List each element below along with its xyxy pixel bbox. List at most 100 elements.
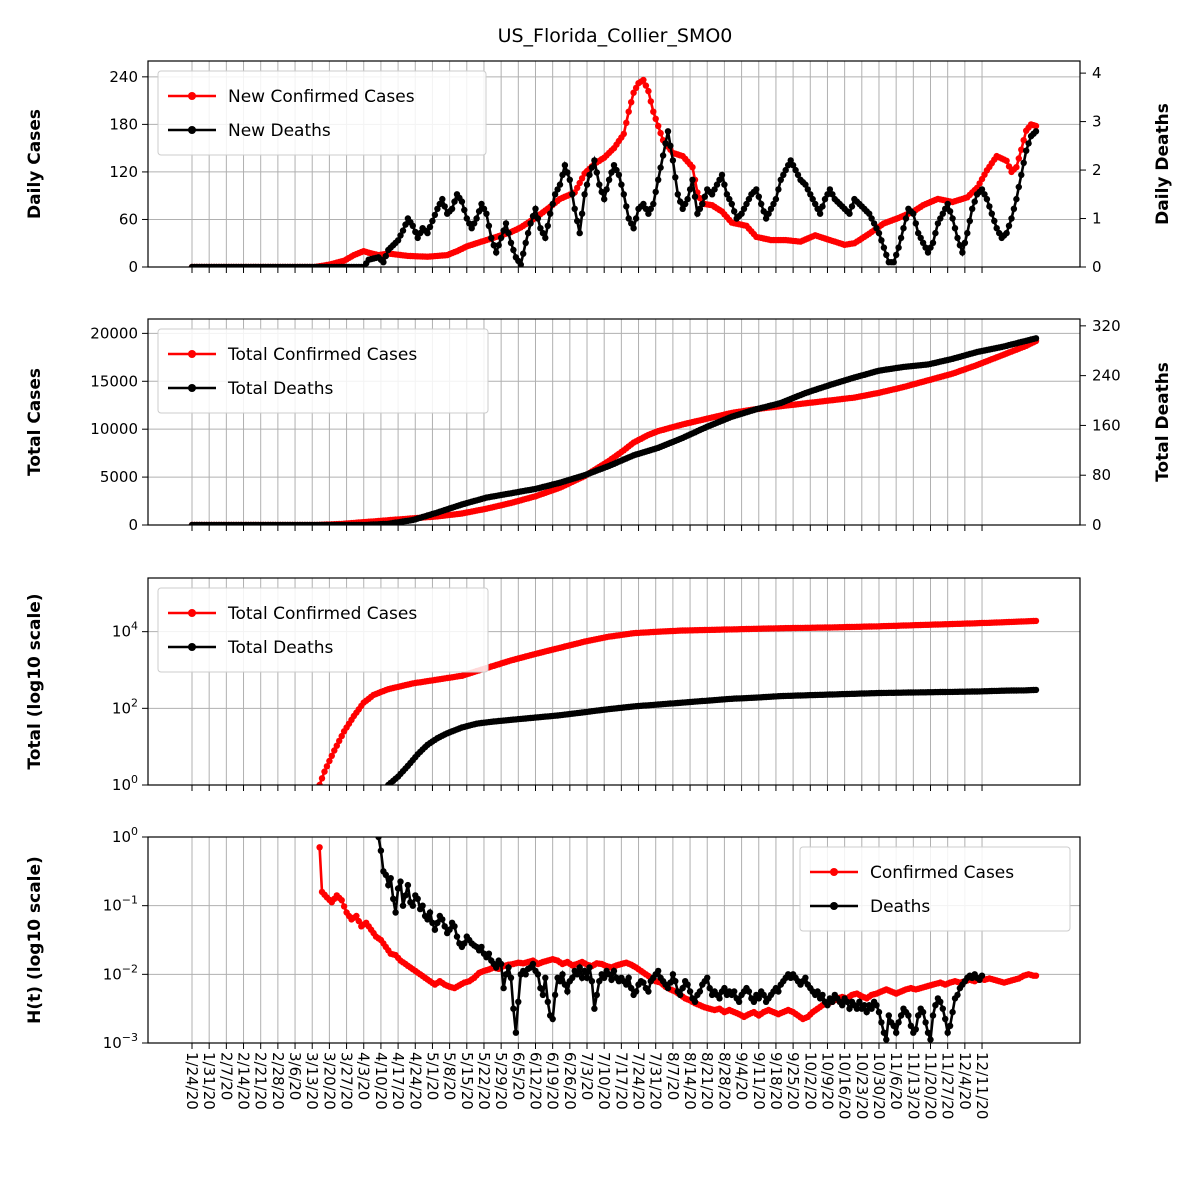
log-total-confirmed-cases-point [326, 757, 333, 765]
h-deaths-point [583, 974, 591, 981]
x-tick-label: 10/9/20 [818, 1052, 836, 1110]
new-deaths-point [745, 195, 753, 203]
new-deaths-point [821, 195, 829, 203]
h-deaths-point [586, 964, 593, 971]
x-tick-label: 5/22/20 [475, 1052, 493, 1110]
log-total-confirmed-cases-point [321, 768, 328, 775]
new-confirmed-cases-point [578, 175, 586, 182]
y-tick-label: 320 [1092, 317, 1121, 335]
new-confirmed-cases-point [574, 184, 581, 191]
new-deaths-point [900, 225, 907, 232]
h-confirmed-cases-point [316, 844, 323, 851]
h-deaths-point [392, 909, 399, 916]
legend-label: Total Deaths [227, 379, 334, 399]
new-deaths-point [701, 193, 708, 200]
new-deaths-point [429, 217, 436, 225]
new-deaths-point [497, 234, 505, 242]
x-tick-label: 3/20/20 [320, 1052, 338, 1110]
log-total-confirmed-cases-point [333, 742, 340, 749]
h-deaths-point [907, 1022, 915, 1029]
new-deaths-point [988, 210, 995, 217]
new-deaths-point [993, 225, 1000, 232]
legend-label: Confirmed Cases [870, 863, 1014, 883]
h-confirmed-cases-point [353, 912, 360, 920]
new-deaths-point [505, 229, 512, 237]
x-tick-label: 5/29/20 [492, 1052, 510, 1110]
new-deaths-point [551, 191, 559, 198]
new-deaths-point [672, 174, 679, 181]
y-tick-label: 20000 [90, 324, 138, 342]
x-tick-label: 9/11/20 [750, 1052, 768, 1110]
legend-swatch-marker [188, 384, 196, 392]
new-deaths-point [652, 188, 659, 196]
new-deaths-point [610, 162, 618, 169]
new-confirmed-cases-point [640, 76, 647, 84]
x-tick-label: 5/15/20 [458, 1052, 476, 1110]
new-deaths-point [919, 239, 927, 246]
new-deaths-point [917, 234, 924, 242]
new-deaths-point [826, 186, 834, 193]
new-deaths-point [461, 206, 468, 214]
new-confirmed-cases-point [652, 115, 659, 123]
new-deaths-point [684, 195, 691, 203]
h-deaths-series [375, 837, 986, 1043]
y-axis-label: H(t) (log10 scale) [25, 856, 45, 1024]
h-deaths-point [424, 916, 431, 923]
new-deaths-point [959, 249, 966, 256]
h-deaths-point [745, 988, 753, 995]
x-tick-label: 6/19/20 [544, 1052, 562, 1110]
new-deaths-point [802, 181, 809, 188]
legend-label: Total Confirmed Cases [227, 604, 417, 624]
h-deaths-point [429, 919, 436, 926]
new-deaths-point [848, 203, 856, 210]
new-confirmed-cases-point [647, 98, 654, 105]
h-deaths-point [664, 984, 672, 992]
h-deaths-point [402, 892, 409, 899]
new-deaths-point [679, 205, 686, 212]
new-deaths-point [524, 229, 532, 237]
new-deaths-point [623, 203, 630, 210]
h-deaths-point [750, 998, 758, 1005]
h-deaths-point [409, 902, 416, 909]
new-deaths-point [716, 176, 723, 183]
y-tick-label: 80 [1092, 466, 1111, 484]
new-deaths-point [718, 171, 726, 179]
x-tick-label: 7/24/20 [630, 1052, 648, 1110]
x-tick-label: 3/27/20 [338, 1052, 356, 1110]
h-deaths-point [905, 1012, 912, 1019]
log-total-confirmed-cases-point [336, 737, 343, 745]
h-deaths-point [387, 875, 394, 882]
new-deaths-series [188, 128, 1040, 267]
new-deaths-point [1015, 183, 1022, 191]
new-confirmed-cases-point [655, 122, 662, 130]
new-deaths-point [659, 152, 667, 159]
y-tick-label: 1 [1092, 210, 1102, 228]
legend-box [157, 70, 487, 156]
new-deaths-point [875, 229, 883, 237]
h-deaths-point [775, 988, 782, 995]
h-deaths-point [419, 902, 426, 909]
log-total-confirmed-cases-series [316, 617, 1040, 785]
new-deaths-point [571, 205, 578, 212]
x-tick-label: 9/25/20 [784, 1052, 802, 1110]
new-deaths-point [792, 166, 799, 174]
new-deaths-point [645, 210, 652, 217]
new-confirmed-cases-point [657, 129, 664, 137]
new-confirmed-cases-point [689, 164, 696, 171]
new-deaths-point [789, 162, 797, 169]
new-deaths-point [966, 217, 973, 225]
new-deaths-point [603, 186, 610, 193]
h-deaths-point [883, 1036, 890, 1043]
new-deaths-point [417, 229, 424, 237]
new-deaths-point [650, 200, 657, 208]
new-deaths-point [549, 200, 556, 208]
new-deaths-point [897, 234, 905, 242]
h-deaths-point [605, 971, 613, 978]
new-deaths-point [785, 162, 792, 169]
new-deaths-point [964, 229, 971, 237]
new-deaths-point [696, 205, 704, 212]
new-deaths-point [581, 191, 588, 198]
h-deaths-point [929, 1012, 937, 1019]
x-tick-label: 9/18/20 [767, 1052, 785, 1110]
new-deaths-point [522, 239, 529, 246]
